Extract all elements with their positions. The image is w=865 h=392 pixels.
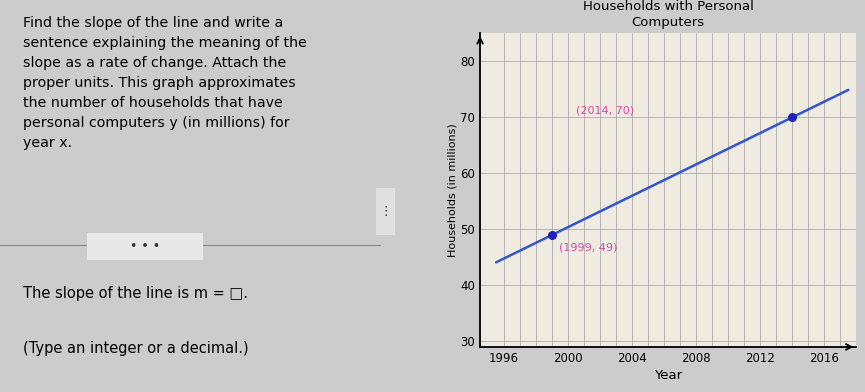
Text: The slope of the line is m = □.: The slope of the line is m = □.	[22, 286, 248, 301]
Text: Find the slope of the line and write a
sentence explaining the meaning of the
sl: Find the slope of the line and write a s…	[22, 16, 307, 150]
Title: Households with Personal
Computers: Households with Personal Computers	[583, 0, 753, 29]
Text: (Type an integer or a decimal.): (Type an integer or a decimal.)	[22, 341, 248, 356]
FancyBboxPatch shape	[375, 186, 396, 238]
X-axis label: Year: Year	[654, 369, 682, 382]
FancyBboxPatch shape	[75, 232, 215, 261]
Text: • • •: • • •	[130, 240, 160, 253]
Text: ⋮: ⋮	[380, 205, 392, 218]
Text: (1999, 49): (1999, 49)	[559, 243, 617, 252]
Y-axis label: Households (in millions): Households (in millions)	[447, 123, 458, 257]
Text: (2014, 70): (2014, 70)	[576, 106, 634, 116]
